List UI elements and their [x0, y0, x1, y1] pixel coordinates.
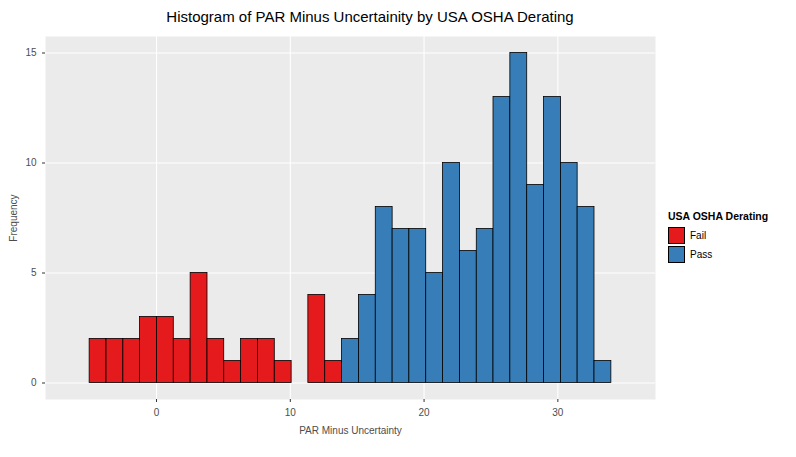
svg-text:0: 0	[154, 407, 160, 418]
svg-text:5: 5	[31, 267, 37, 278]
svg-text:PAR Minus Uncertainty: PAR Minus Uncertainty	[299, 425, 402, 436]
svg-text:0: 0	[31, 377, 37, 388]
svg-text:15: 15	[25, 47, 37, 58]
html-text:USA OSHA Derating: USA OSHA Derating	[668, 210, 769, 222]
svg-text:30: 30	[552, 407, 564, 418]
svg-text:Frequency: Frequency	[8, 194, 19, 241]
svg-text:10: 10	[25, 157, 37, 168]
html-text:Pass: Pass	[690, 249, 713, 260]
svg-text:10: 10	[285, 407, 297, 418]
svg-text:20: 20	[419, 407, 431, 418]
html-text:Histogram of PAR Minus Uncerta: Histogram of PAR Minus Uncertainity by U…	[166, 8, 574, 25]
html-text:Fail: Fail	[690, 230, 707, 241]
